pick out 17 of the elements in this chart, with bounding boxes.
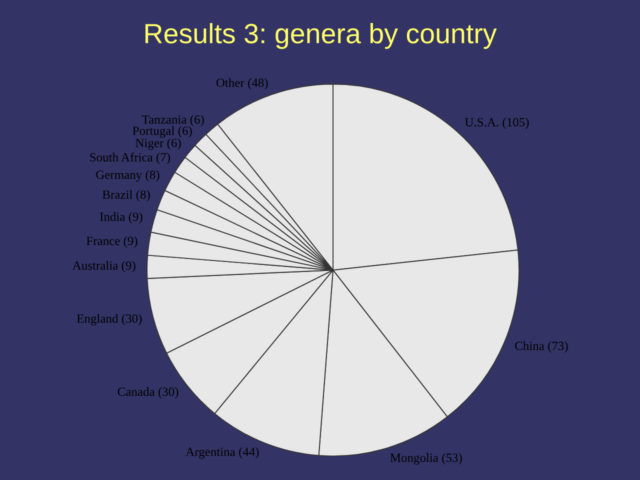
- slice-label: Germany (8): [96, 170, 160, 182]
- slice-label: India (9): [100, 212, 142, 224]
- slice-label: Argentina (44): [186, 447, 259, 459]
- slice-label: Canada (30): [118, 387, 178, 399]
- slice-label: Brazil (8): [102, 190, 150, 202]
- slice-label: Tanzania (6): [142, 114, 204, 126]
- slice-label: France (9): [86, 236, 138, 248]
- slice-label: U.S.A. (105): [464, 118, 529, 130]
- slice-label: Portugal (6): [132, 126, 192, 138]
- slice-label: England (30): [76, 314, 142, 326]
- slice-label: China (73): [515, 341, 568, 353]
- slice-label: Australia (9): [72, 260, 136, 272]
- slice-label: Other (48): [216, 78, 268, 90]
- chart-title: Results 3: genera by country: [146, 23, 497, 49]
- slice-label: South Africa (7): [90, 152, 170, 164]
- slice-label: Niger (6): [136, 138, 181, 150]
- slice-label: Mongolia (53): [390, 453, 462, 465]
